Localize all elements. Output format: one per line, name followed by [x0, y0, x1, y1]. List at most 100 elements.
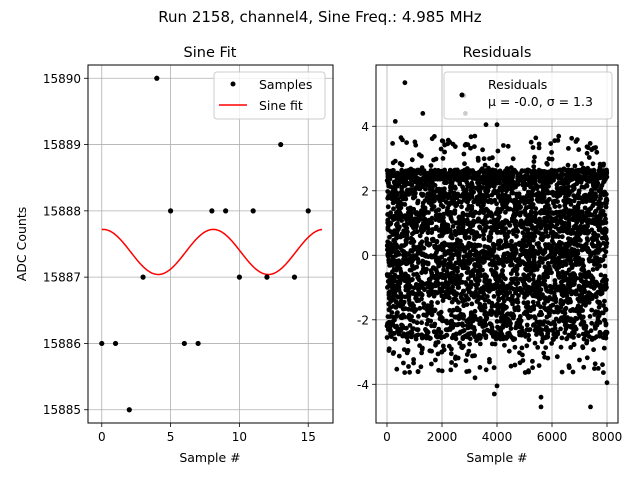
residual-point	[600, 257, 606, 263]
residual-point	[601, 345, 607, 351]
residual-point	[423, 224, 428, 230]
residual-point	[596, 304, 602, 310]
residual-point	[403, 294, 408, 300]
residual-point	[581, 364, 587, 370]
residual-point	[488, 225, 494, 231]
residual-point	[597, 165, 603, 170]
residual-point	[431, 198, 437, 204]
residual-point	[457, 280, 463, 285]
residual-point	[436, 367, 441, 373]
residual-point	[454, 307, 460, 313]
residual-point	[572, 324, 578, 330]
residual-point	[393, 194, 399, 199]
residual-point	[559, 369, 565, 375]
residual-point	[571, 193, 576, 199]
residual-point	[464, 352, 470, 357]
residual-point	[536, 363, 542, 368]
residual-point	[405, 348, 411, 353]
residual-point	[470, 211, 476, 217]
residual-point	[506, 195, 512, 201]
residual-point	[480, 185, 485, 190]
residual-point	[413, 307, 419, 312]
residual-point	[558, 245, 564, 251]
residual-point	[518, 218, 524, 224]
residuals-ytick-label: 2	[361, 184, 369, 198]
residual-point	[579, 285, 585, 291]
residual-point	[483, 322, 489, 328]
residual-point	[404, 251, 409, 256]
residual-point	[545, 233, 551, 239]
residual-point	[387, 176, 393, 182]
residual-point	[562, 203, 568, 209]
residual-point	[532, 314, 537, 320]
residual-point	[574, 230, 580, 236]
residual-point	[455, 285, 461, 290]
residual-point	[591, 231, 596, 237]
residual-point	[587, 283, 593, 289]
residual-point	[532, 154, 537, 160]
residual-point	[568, 345, 574, 350]
residual-point	[456, 214, 462, 220]
residual-point	[542, 218, 548, 224]
residual-point	[434, 176, 440, 181]
residual-point	[551, 192, 557, 198]
residual-point	[594, 320, 599, 326]
residual-point	[459, 259, 465, 265]
residual-point	[484, 315, 490, 321]
residual-point	[601, 303, 606, 308]
residual-point	[419, 350, 424, 356]
residual-point	[416, 289, 422, 295]
residual-point	[428, 193, 434, 199]
residual-point	[487, 156, 492, 162]
residual-point	[415, 332, 421, 338]
residual-outlier-point	[472, 375, 478, 381]
residual-point	[527, 239, 533, 245]
residual-point	[391, 213, 397, 219]
residual-point	[412, 175, 417, 181]
residual-point	[529, 209, 534, 214]
residual-point	[477, 301, 483, 307]
residual-point	[575, 171, 580, 177]
residual-point	[561, 190, 567, 196]
residual-point	[437, 333, 443, 339]
residual-point	[498, 198, 504, 204]
residual-point	[403, 271, 408, 277]
residual-point	[524, 274, 530, 280]
residual-point	[560, 309, 565, 315]
residual-point	[398, 174, 404, 180]
residual-point	[600, 208, 606, 214]
residual-point	[537, 274, 542, 280]
residual-point	[487, 359, 492, 365]
residual-point	[419, 153, 424, 159]
residual-point	[441, 240, 447, 246]
residual-point	[405, 260, 410, 266]
residual-point	[488, 219, 494, 225]
residual-point	[473, 176, 479, 182]
residual-point	[481, 232, 486, 238]
residual-point	[601, 161, 606, 167]
residual-point	[527, 175, 532, 180]
residual-point	[462, 247, 468, 253]
residual-point	[549, 238, 555, 244]
residual-point	[445, 205, 451, 211]
residual-point	[392, 317, 397, 323]
residual-point	[589, 320, 595, 326]
sine-fit-ylabel: ADC Counts	[14, 207, 29, 282]
residual-point	[538, 236, 544, 241]
residual-point	[534, 282, 539, 288]
residual-point	[400, 179, 406, 185]
residual-point	[586, 229, 592, 235]
residual-point	[430, 291, 435, 297]
residual-point	[442, 262, 447, 267]
residual-point	[565, 162, 571, 168]
residual-point	[541, 350, 547, 356]
residual-point	[466, 175, 471, 180]
residual-outlier-point	[483, 122, 489, 128]
residual-point	[585, 299, 591, 305]
residual-point	[575, 192, 581, 198]
residual-point	[530, 365, 535, 371]
residual-point	[591, 250, 597, 256]
residual-point	[589, 258, 595, 264]
residual-point	[566, 363, 572, 369]
